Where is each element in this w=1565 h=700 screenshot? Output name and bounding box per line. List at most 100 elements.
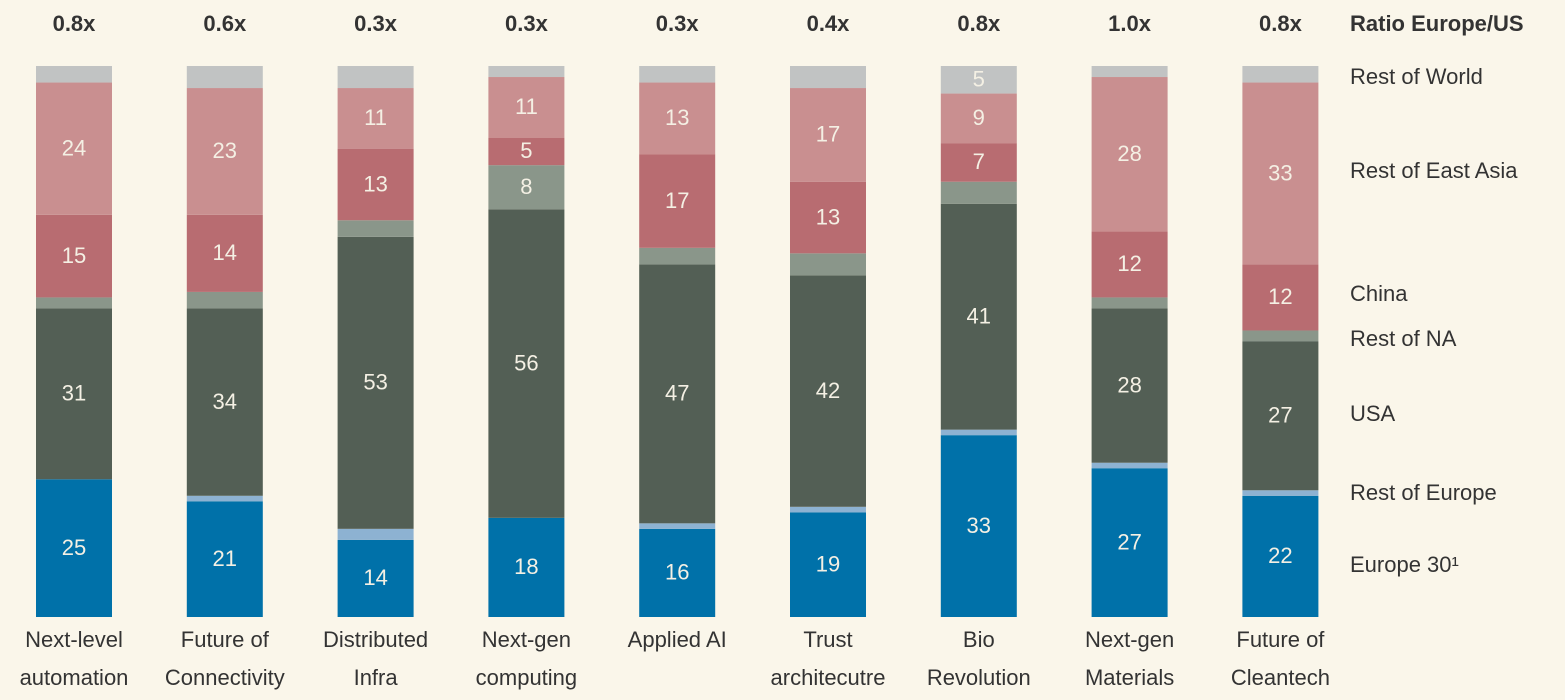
data-label: 5 xyxy=(973,67,985,92)
data-label: 41 xyxy=(967,304,991,329)
bar-segment xyxy=(36,66,112,83)
x-tick-label: Trust xyxy=(803,627,852,652)
bar-segment xyxy=(1242,490,1319,496)
data-label: 34 xyxy=(213,389,237,414)
x-tick-label: Applied AI xyxy=(628,627,727,652)
data-label: 23 xyxy=(213,138,237,163)
data-label: 14 xyxy=(363,565,387,590)
bar-segment xyxy=(639,82,716,155)
data-label: 14 xyxy=(213,240,237,265)
x-tick-label: Infra xyxy=(354,665,399,690)
data-label: 13 xyxy=(363,171,387,196)
data-label: 31 xyxy=(62,381,86,406)
data-label: 21 xyxy=(213,546,237,571)
legend-label: Europe 30¹ xyxy=(1350,552,1459,577)
bar-segment xyxy=(337,66,414,89)
bar-segment xyxy=(1242,330,1319,342)
bar-segment xyxy=(1242,264,1319,331)
bar-segment xyxy=(488,517,565,617)
bar-segment xyxy=(1242,341,1319,491)
data-label: 33 xyxy=(967,513,991,538)
data-label: 17 xyxy=(665,188,689,213)
bar-segment xyxy=(639,264,716,524)
data-label: 15 xyxy=(62,243,86,268)
bar-segment xyxy=(337,88,414,149)
bar-segment xyxy=(36,297,112,309)
bar-segment xyxy=(1242,495,1319,617)
ratio-label: 0.8x xyxy=(1259,11,1303,36)
data-label: 19 xyxy=(816,551,840,576)
data-label: 53 xyxy=(363,370,387,395)
bar-segment xyxy=(790,275,866,507)
bar-segment xyxy=(1091,297,1168,309)
ratio-title: Ratio Europe/US xyxy=(1350,11,1524,36)
ratio-label: 1.0x xyxy=(1108,11,1152,36)
bar-segment xyxy=(488,165,565,210)
bar-segment xyxy=(337,220,414,237)
bar-segment xyxy=(1091,468,1168,617)
ratio-label: 0.8x xyxy=(957,11,1001,36)
bar-segment xyxy=(337,528,414,540)
bar-segment xyxy=(186,66,263,89)
ratio-label: 0.6x xyxy=(203,11,247,36)
legend-label: Rest of NA xyxy=(1350,326,1457,351)
x-tick-label: Connectivity xyxy=(165,665,285,690)
x-tick-label: Future of xyxy=(181,627,270,652)
bar-segment xyxy=(186,308,263,496)
data-label: 11 xyxy=(364,105,387,130)
bar-segment xyxy=(488,209,565,518)
bar-segment xyxy=(940,181,1017,204)
data-label: 56 xyxy=(514,350,538,375)
bar-segment xyxy=(1091,77,1168,232)
bar-segment xyxy=(790,66,866,89)
x-tick-label: Future of xyxy=(1236,627,1325,652)
data-label: 11 xyxy=(515,94,538,119)
data-label: 24 xyxy=(62,135,86,160)
x-tick-label: architecutre xyxy=(771,665,886,690)
bar-segment xyxy=(639,523,716,529)
ratio-label: 0.8x xyxy=(53,11,97,36)
data-label: 42 xyxy=(816,378,840,403)
legend-label: Rest of Europe xyxy=(1350,480,1497,505)
bar-segment xyxy=(36,214,112,298)
data-label: 16 xyxy=(665,560,689,585)
data-label: 18 xyxy=(514,554,538,579)
legend-label: Rest of World xyxy=(1350,64,1483,89)
bar-segment xyxy=(36,479,112,617)
ratio-label: 0.3x xyxy=(354,11,398,36)
x-tick-label: Next-gen xyxy=(482,627,571,652)
bar-segment xyxy=(186,291,263,309)
bar-segment xyxy=(940,435,1017,617)
data-label: 13 xyxy=(816,204,840,229)
bar-segment xyxy=(790,506,866,513)
bar-segment xyxy=(186,88,263,215)
x-tick-label: Materials xyxy=(1085,665,1174,690)
data-label: 27 xyxy=(1268,403,1292,428)
bar-segment xyxy=(1242,66,1319,83)
data-label: 47 xyxy=(665,381,689,406)
x-tick-label: Bio xyxy=(963,627,995,652)
data-label: 9 xyxy=(973,105,985,130)
data-label: 13 xyxy=(665,105,689,130)
data-label: 12 xyxy=(1117,251,1141,276)
bar-segment xyxy=(1091,231,1168,298)
ratio-label: 0.3x xyxy=(505,11,549,36)
bar-segment xyxy=(639,154,716,248)
bar-segment xyxy=(940,93,1017,144)
bar-segment xyxy=(639,66,716,83)
data-label: 17 xyxy=(816,122,840,147)
ratio-label: 0.4x xyxy=(807,11,851,36)
x-tick-label: computing xyxy=(476,665,578,690)
bar-segment xyxy=(790,253,866,276)
bar-segment xyxy=(790,181,866,254)
bar-segment xyxy=(940,66,1017,94)
legend-label: USA xyxy=(1350,401,1396,426)
data-label: 22 xyxy=(1268,543,1292,568)
x-tick-label: Next-gen xyxy=(1085,627,1174,652)
x-tick-label: Next-level xyxy=(25,627,123,652)
bar-segment xyxy=(186,214,263,292)
bar-segment xyxy=(488,77,565,138)
data-label: 28 xyxy=(1117,372,1141,397)
bar-segment xyxy=(186,501,263,617)
